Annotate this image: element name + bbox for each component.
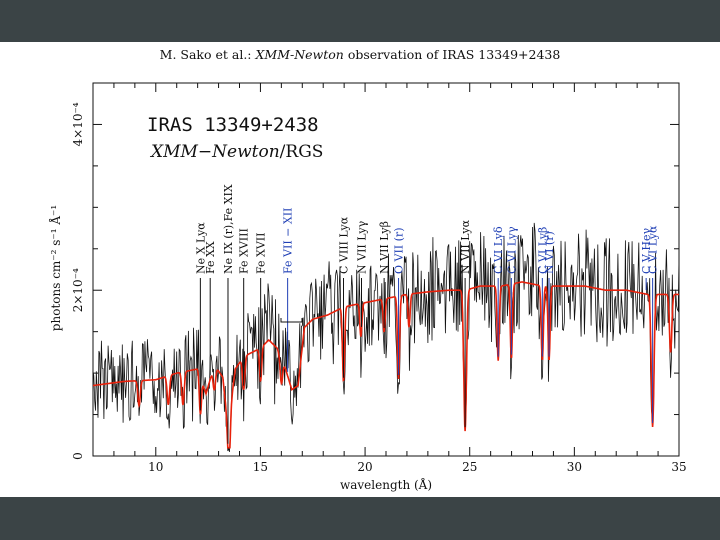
y-tick-label: 2×10⁻⁴ [71,268,85,312]
x-tick-label: 10 [148,460,163,474]
annotation-label: Ne IX (r),Fe XIX [222,184,235,274]
annotation-label: N VII Lyα [459,219,472,274]
chart-title: IRAS 13349+2438 [147,114,319,136]
data-series-line [92,222,680,452]
header-rest: observation of IRAS 13349+2438 [347,47,561,62]
annotation-label: Fe VII − XII [282,208,295,274]
header-author: M. Sako et al.: [159,47,252,62]
x-tick-label: 30 [567,460,582,474]
top-frame-bar [0,0,720,42]
annotation-label: N VII Lyβ [378,221,391,274]
subtitle-instrument: XMM−Newton [149,142,280,162]
annotation-label: C VI Lyδ [492,226,505,274]
model-series-line [93,281,679,449]
annotation-label: Fe XX [204,241,217,274]
y-axis-label: photons cm⁻² s⁻¹ Å⁻¹ [48,205,63,331]
x-tick-label: 25 [462,460,477,474]
annotation-label: C VI Lyα [647,225,660,274]
annotation-label: C V Heγ [640,228,653,274]
annotation-label: Fe XVIII [238,228,251,274]
y-tick-label: 4×10⁻⁴ [71,102,85,146]
annotation-label: O VII (r) [393,228,406,275]
fe-bracket [280,318,303,323]
axis-tick-labels: 10 15 20 25 30 35 0 2×10⁻⁴ 4×10⁻⁴ [71,102,687,474]
annotation-label: Ne X Lyα [194,222,207,274]
annotation-label: N VI (r) [543,231,556,274]
figure-header: M. Sako et al.: XMM-Newton observation o… [0,47,720,62]
x-tick-label: 15 [253,460,268,474]
header-mission: XMM-Newton [255,47,344,62]
annotation-label: Fe XVII [255,232,268,274]
x-axis-label: wavelength (Å) [340,477,432,492]
chart-subtitle: XMM−Newton/RGS [149,142,323,162]
y-tick-label: 0 [71,452,85,460]
axis-ticks [93,83,680,457]
annotation-label: C VIII Lyα [338,216,351,274]
annotation-label: C VI Lyβ [536,227,549,274]
annotation-label: N VII Lyγ [356,220,369,274]
subtitle-detector: /RGS [280,142,324,162]
annotation-label: C VI Lyγ [505,226,518,274]
bottom-frame-bar [0,497,720,540]
x-tick-label: 35 [671,460,686,474]
x-tick-label: 20 [357,460,372,474]
